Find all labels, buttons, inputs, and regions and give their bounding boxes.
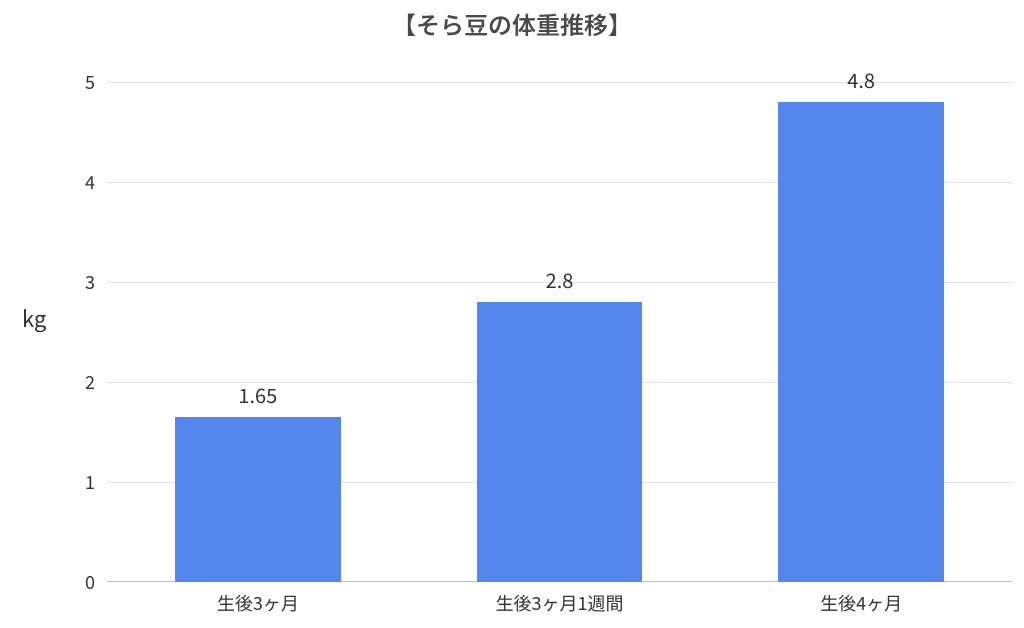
bar-value-label: 4.8 (801, 65, 921, 94)
y-tick-label: 5 (55, 69, 95, 95)
bar-value-label: 1.65 (198, 380, 318, 409)
x-tick-label: 生後3ヶ月 (128, 590, 388, 616)
bar (175, 417, 341, 582)
chart-title: 【そら豆の体重推移】 (0, 6, 1024, 41)
plot-area: 0123451.65生後3ヶ月2.8生後3ヶ月1週間4.8生後4ヶ月 (107, 82, 1012, 582)
y-tick-label: 4 (55, 169, 95, 195)
x-tick-label: 生後4ヶ月 (731, 590, 991, 616)
bar (778, 102, 944, 582)
bar-value-label: 2.8 (500, 265, 620, 294)
y-axis-label: kg (22, 302, 46, 334)
x-tick-label: 生後3ヶ月1週間 (430, 590, 690, 616)
y-tick-label: 1 (55, 469, 95, 495)
bar (477, 302, 643, 582)
y-tick-label: 0 (55, 569, 95, 595)
y-tick-label: 3 (55, 269, 95, 295)
y-tick-label: 2 (55, 369, 95, 395)
chart-container: 【そら豆の体重推移】 kg 0123451.65生後3ヶ月2.8生後3ヶ月1週間… (0, 0, 1024, 628)
